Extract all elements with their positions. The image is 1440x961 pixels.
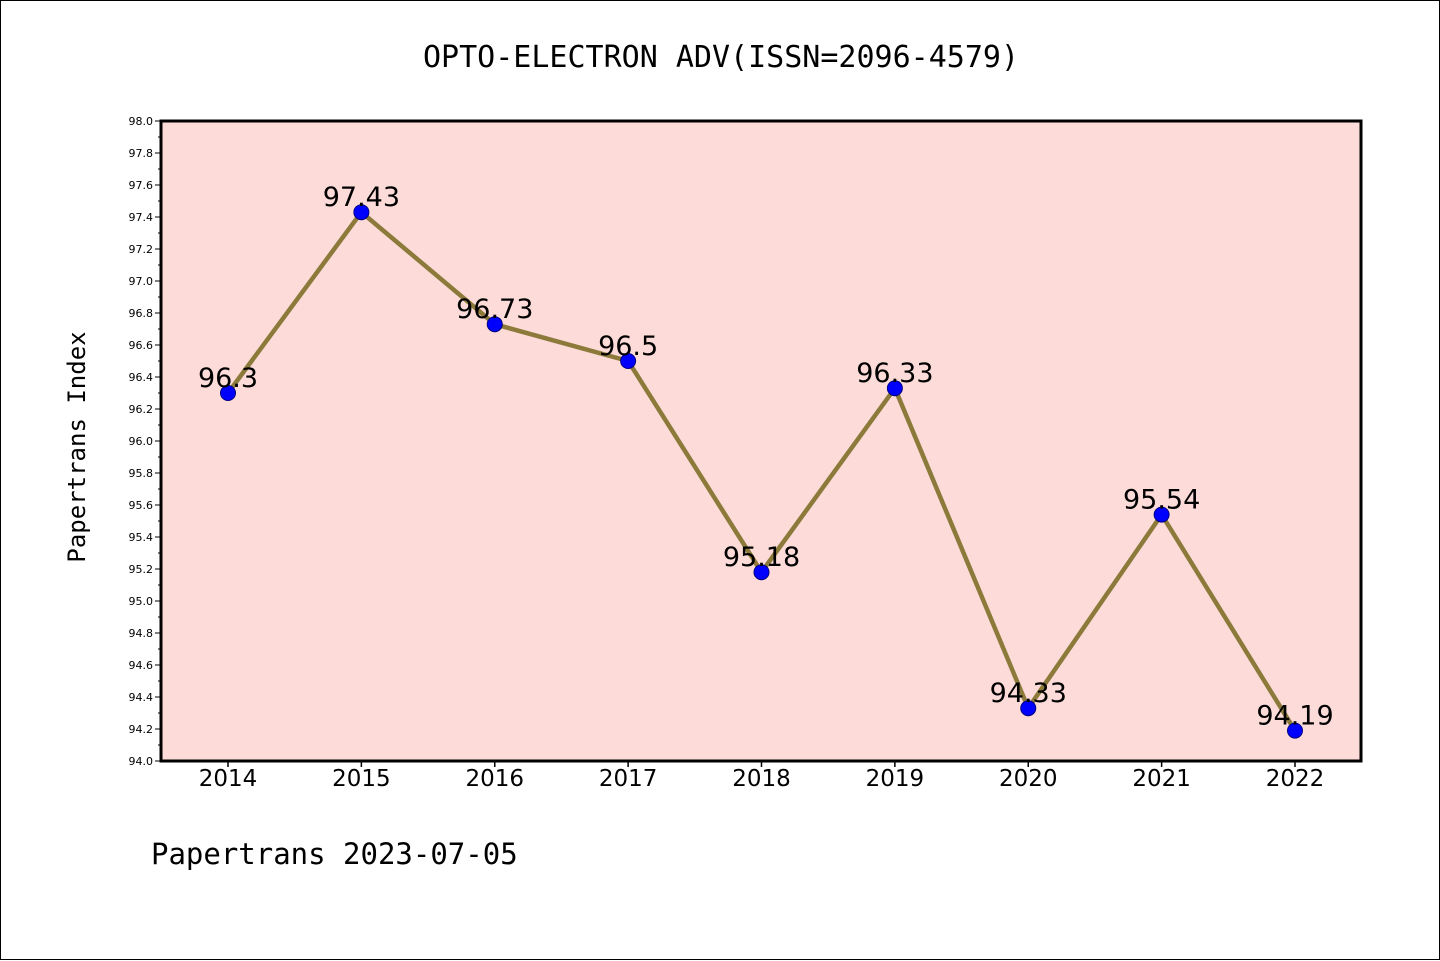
y-tick-label: 97.4 [129,211,154,224]
y-tick-label: 96.6 [129,339,154,352]
data-label: 96.5 [598,331,658,362]
x-tick-label: 2019 [866,766,925,792]
x-tick-label: 2015 [332,766,391,792]
x-tick-label: 2017 [599,766,658,792]
y-tick-label: 95.0 [129,595,154,608]
data-point-marker [353,204,370,221]
data-point-marker [1287,722,1303,739]
data-label: 97.43 [323,182,400,213]
y-tick-label: 94.6 [129,659,154,672]
plot-border [159,119,1363,763]
data-point-marker [1153,506,1170,523]
y-tick-label: 96.2 [129,403,154,416]
data-label: 95.18 [723,542,800,573]
data-label: 95.54 [1123,485,1200,516]
x-axis-ticks: 2014 2015 2016 2017 2018 2019 2020 2021 2022 [199,761,1325,792]
y-tick-label: 95.8 [129,467,154,480]
data-label: 94.33 [990,678,1067,709]
y-tick-label: 95.2 [129,563,154,576]
y-tick-label: 97.2 [129,243,154,256]
data-label: 96.3 [198,363,258,394]
y-tick-label: 95.6 [129,499,154,512]
y-tick-label: 94.8 [129,627,154,640]
y-tick-label: 94.4 [129,691,154,704]
data-point-marker [486,316,503,333]
x-tick-label: 2021 [1132,766,1191,792]
data-label: 94.19 [1256,701,1333,732]
y-axis-ticks: 94.0 94.2 94.4 94.6 94.8 95.0 95.2 95.4 95.6 95.8… [129,115,161,768]
x-tick-label: 2018 [732,766,791,792]
y-tick-label: 97.8 [129,147,154,160]
footer-text: Papertrans 2023-07-05 [151,837,518,871]
data-point-marker [1020,700,1037,717]
chart-title: OPTO-ELECTRON ADV(ISSN=2096-4579) [423,40,1019,75]
y-axis-label: Papertrans Index [63,331,91,562]
data-point-marker [886,380,903,397]
plot-area [161,121,1361,761]
x-tick-label: 2014 [199,766,258,792]
y-tick-label: 95.4 [129,531,154,544]
data-labels-group: 96.3 97.43 96.73 96.5 95.18 96.33 94.33 95.54 94… [198,182,1334,731]
data-label: 96.33 [856,358,933,389]
y-tick-label: 96.8 [129,307,154,320]
y-tick-label: 97.0 [129,275,154,288]
data-point-marker [753,564,770,581]
y-tick-label: 97.6 [129,179,154,192]
x-tick-label: 2020 [999,766,1058,792]
data-label: 96.73 [456,294,533,325]
y-tick-label: 96.4 [129,371,154,384]
y-tick-label: 98.0 [129,115,154,128]
data-point-marker [220,385,236,401]
x-tick-label: 2016 [465,766,524,792]
y-tick-label: 94.2 [129,723,154,736]
data-point-marker [620,353,637,369]
y-tick-label: 94.0 [129,755,154,768]
series-line-group [220,204,1303,739]
y-tick-label: 96.0 [129,435,154,448]
x-tick-label: 2022 [1266,766,1325,792]
